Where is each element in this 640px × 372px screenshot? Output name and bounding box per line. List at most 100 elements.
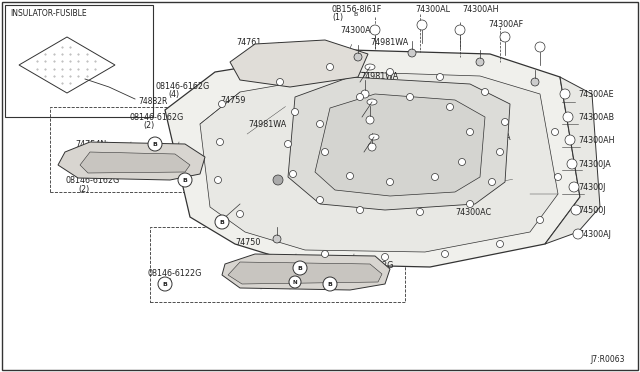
Circle shape <box>481 89 488 96</box>
Polygon shape <box>222 254 390 290</box>
Circle shape <box>285 141 291 148</box>
Text: (1): (1) <box>161 279 172 288</box>
Text: 74300AH: 74300AH <box>462 4 499 13</box>
Text: 74300AE: 74300AE <box>440 183 476 192</box>
Text: 0B156-8I61F: 0B156-8I61F <box>332 4 382 13</box>
Text: 74981W: 74981W <box>355 92 388 100</box>
Circle shape <box>571 205 581 215</box>
Circle shape <box>273 235 281 243</box>
Polygon shape <box>228 262 382 284</box>
Circle shape <box>289 170 296 177</box>
Circle shape <box>218 100 225 108</box>
Polygon shape <box>80 152 190 173</box>
Text: 74761: 74761 <box>236 38 261 46</box>
Text: 08146-6162G: 08146-6162G <box>130 112 184 122</box>
Circle shape <box>387 179 394 186</box>
Circle shape <box>560 89 570 99</box>
Text: (2): (2) <box>78 185 89 193</box>
Circle shape <box>531 78 539 86</box>
Circle shape <box>289 276 301 288</box>
Circle shape <box>354 53 362 61</box>
Circle shape <box>381 253 388 260</box>
Text: 74300AC: 74300AC <box>455 208 491 217</box>
Circle shape <box>500 32 510 42</box>
Text: 74500J: 74500J <box>578 205 605 215</box>
Circle shape <box>477 58 483 65</box>
Text: B: B <box>298 266 303 270</box>
Circle shape <box>291 109 298 115</box>
Circle shape <box>502 119 509 125</box>
Circle shape <box>573 229 583 239</box>
Circle shape <box>216 138 223 145</box>
Text: 74300AH: 74300AH <box>578 135 614 144</box>
Circle shape <box>178 173 192 187</box>
Circle shape <box>356 206 364 214</box>
Circle shape <box>273 235 280 243</box>
Circle shape <box>361 90 369 98</box>
Text: B: B <box>152 141 157 147</box>
Circle shape <box>408 49 415 57</box>
Text: J7:R0063: J7:R0063 <box>591 356 625 365</box>
Circle shape <box>215 215 229 229</box>
Bar <box>50 107 225 192</box>
Circle shape <box>317 196 323 203</box>
Polygon shape <box>315 94 485 196</box>
Circle shape <box>326 64 333 71</box>
Text: 74300AE: 74300AE <box>340 26 376 35</box>
Circle shape <box>356 93 364 100</box>
Polygon shape <box>230 40 368 87</box>
Circle shape <box>406 93 413 100</box>
Circle shape <box>563 112 573 122</box>
Circle shape <box>447 103 454 110</box>
Circle shape <box>321 250 328 257</box>
Bar <box>150 227 405 302</box>
Text: 74759: 74759 <box>220 96 246 105</box>
Circle shape <box>355 54 362 61</box>
Text: 08911-1062G: 08911-1062G <box>298 269 353 279</box>
Text: 08146-6162G: 08146-6162G <box>65 176 119 185</box>
Text: 08146-6122G: 08146-6122G <box>148 269 202 279</box>
Circle shape <box>276 78 284 86</box>
Circle shape <box>569 182 579 192</box>
Circle shape <box>321 148 328 155</box>
Circle shape <box>536 217 543 224</box>
Text: B: B <box>163 282 168 286</box>
Circle shape <box>455 25 465 35</box>
Text: 74882R: 74882R <box>138 96 168 106</box>
Circle shape <box>488 179 495 186</box>
Circle shape <box>408 49 416 57</box>
Text: (1): (1) <box>353 269 364 279</box>
Text: (1): (1) <box>332 13 343 22</box>
Circle shape <box>431 173 438 180</box>
Circle shape <box>567 159 577 169</box>
Text: B: B <box>328 282 332 286</box>
Text: 08146-6162G: 08146-6162G <box>155 81 209 90</box>
Circle shape <box>387 68 394 76</box>
Circle shape <box>497 241 504 247</box>
Text: (2): (2) <box>311 279 323 288</box>
Polygon shape <box>58 142 205 180</box>
Circle shape <box>214 176 221 183</box>
Circle shape <box>317 121 323 128</box>
Text: 74300J: 74300J <box>578 183 605 192</box>
Circle shape <box>346 173 353 180</box>
Text: 74981WA: 74981WA <box>248 119 286 128</box>
Polygon shape <box>200 72 558 252</box>
Polygon shape <box>19 37 115 93</box>
Text: N: N <box>292 279 298 285</box>
Circle shape <box>535 42 545 52</box>
Circle shape <box>565 135 575 145</box>
Polygon shape <box>545 77 600 244</box>
Circle shape <box>273 175 283 185</box>
Text: 74300AE: 74300AE <box>578 90 614 99</box>
Circle shape <box>237 211 243 218</box>
Circle shape <box>417 208 424 215</box>
Circle shape <box>467 128 474 135</box>
Circle shape <box>323 277 337 291</box>
Circle shape <box>417 20 427 30</box>
Polygon shape <box>165 50 580 267</box>
Circle shape <box>436 74 444 80</box>
Text: 74754N: 74754N <box>75 140 106 148</box>
Text: 74981WA: 74981WA <box>370 38 408 46</box>
Polygon shape <box>288 77 510 210</box>
